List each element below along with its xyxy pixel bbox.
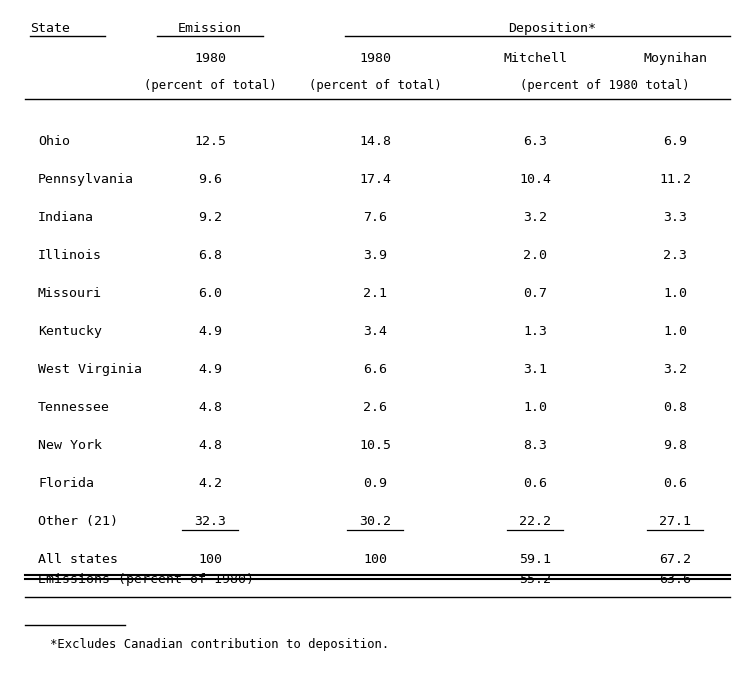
Text: 11.2: 11.2 — [659, 173, 691, 186]
Text: Emissions (percent of 1980): Emissions (percent of 1980) — [38, 573, 254, 586]
Text: 2.3: 2.3 — [663, 249, 687, 262]
Text: (percent of total): (percent of total) — [309, 79, 442, 92]
Text: 3.3: 3.3 — [663, 211, 687, 224]
Text: Missouri: Missouri — [38, 287, 102, 300]
Text: 17.4: 17.4 — [359, 173, 391, 186]
Text: 8.3: 8.3 — [523, 439, 547, 452]
Text: 10.5: 10.5 — [359, 439, 391, 452]
Text: 1.0: 1.0 — [663, 287, 687, 300]
Text: 59.1: 59.1 — [519, 553, 551, 566]
Text: 2.0: 2.0 — [523, 249, 547, 262]
Text: 1.3: 1.3 — [523, 325, 547, 338]
Text: Indiana: Indiana — [38, 211, 94, 224]
Text: 0.8: 0.8 — [663, 401, 687, 414]
Text: 0.9: 0.9 — [363, 477, 387, 490]
Text: 0.7: 0.7 — [523, 287, 547, 300]
Text: 3.2: 3.2 — [523, 211, 547, 224]
Text: 0.6: 0.6 — [663, 477, 687, 490]
Text: 100: 100 — [363, 553, 387, 566]
Text: 7.6: 7.6 — [363, 211, 387, 224]
Text: 6.8: 6.8 — [198, 249, 222, 262]
Text: 10.4: 10.4 — [519, 173, 551, 186]
Text: Pennsylvania: Pennsylvania — [38, 173, 134, 186]
Text: 3.2: 3.2 — [663, 363, 687, 376]
Text: 22.2: 22.2 — [519, 515, 551, 528]
Text: 67.2: 67.2 — [659, 553, 691, 566]
Text: 3.1: 3.1 — [523, 363, 547, 376]
Text: State: State — [30, 22, 70, 35]
Text: Illinois: Illinois — [38, 249, 102, 262]
Text: 6.9: 6.9 — [663, 135, 687, 148]
Text: Kentucky: Kentucky — [38, 325, 102, 338]
Text: 1.0: 1.0 — [663, 325, 687, 338]
Text: All states: All states — [38, 553, 118, 566]
Text: *Excludes Canadian contribution to deposition.: *Excludes Canadian contribution to depos… — [50, 638, 390, 651]
Text: Other (21): Other (21) — [38, 515, 118, 528]
Text: (percent of 1980 total): (percent of 1980 total) — [520, 79, 690, 92]
Text: West Virginia: West Virginia — [38, 363, 142, 376]
Text: (percent of total): (percent of total) — [143, 79, 276, 92]
Text: 0.6: 0.6 — [523, 477, 547, 490]
Text: 9.2: 9.2 — [198, 211, 222, 224]
Text: 30.2: 30.2 — [359, 515, 391, 528]
Text: Deposition*: Deposition* — [508, 22, 596, 35]
Text: 4.8: 4.8 — [198, 439, 222, 452]
Text: 32.3: 32.3 — [194, 515, 226, 528]
Text: 12.5: 12.5 — [194, 135, 226, 148]
Text: 63.6: 63.6 — [659, 573, 691, 586]
Text: Florida: Florida — [38, 477, 94, 490]
Text: 6.6: 6.6 — [363, 363, 387, 376]
Text: 3.4: 3.4 — [363, 325, 387, 338]
Text: Emission: Emission — [178, 22, 242, 35]
Text: 55.2: 55.2 — [519, 573, 551, 586]
Text: 9.8: 9.8 — [663, 439, 687, 452]
Text: 4.9: 4.9 — [198, 325, 222, 338]
Text: 3.9: 3.9 — [363, 249, 387, 262]
Text: 100: 100 — [198, 553, 222, 566]
Text: New York: New York — [38, 439, 102, 452]
Text: 2.6: 2.6 — [363, 401, 387, 414]
Text: Tennessee: Tennessee — [38, 401, 110, 414]
Text: 1980: 1980 — [359, 52, 391, 65]
Text: 27.1: 27.1 — [659, 515, 691, 528]
Text: Mitchell: Mitchell — [503, 52, 567, 65]
Text: 6.0: 6.0 — [198, 287, 222, 300]
Text: 6.3: 6.3 — [523, 135, 547, 148]
Text: 1980: 1980 — [194, 52, 226, 65]
Text: 14.8: 14.8 — [359, 135, 391, 148]
Text: Ohio: Ohio — [38, 135, 70, 148]
Text: 1.0: 1.0 — [523, 401, 547, 414]
Text: 4.8: 4.8 — [198, 401, 222, 414]
Text: 9.6: 9.6 — [198, 173, 222, 186]
Text: Moynihan: Moynihan — [643, 52, 707, 65]
Text: 4.9: 4.9 — [198, 363, 222, 376]
Text: 2.1: 2.1 — [363, 287, 387, 300]
Text: 4.2: 4.2 — [198, 477, 222, 490]
